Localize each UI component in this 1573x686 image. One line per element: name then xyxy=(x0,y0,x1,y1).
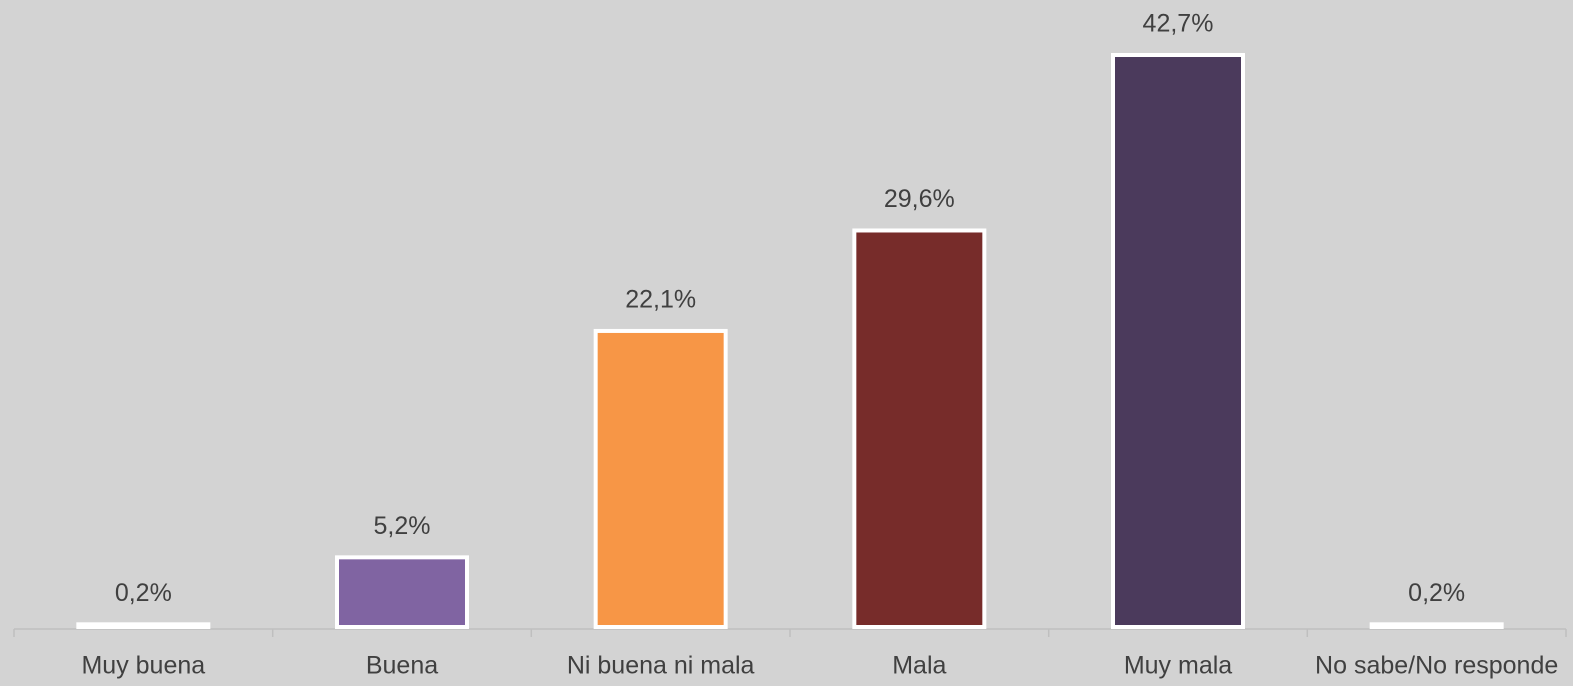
bar xyxy=(593,328,728,629)
bar xyxy=(335,555,469,629)
x-tick-label: Muy mala xyxy=(1124,652,1232,680)
x-tick-label: Muy buena xyxy=(81,652,205,680)
data-label: 29,6% xyxy=(884,185,955,213)
x-tick-label: Ni buena ni mala xyxy=(567,652,755,680)
bar xyxy=(852,228,987,629)
x-tick-label: Buena xyxy=(366,652,438,680)
x-tick-label: No sabe/No responde xyxy=(1315,652,1558,680)
x-tick-label: Mala xyxy=(892,652,946,680)
data-label: 5,2% xyxy=(374,512,431,540)
data-label: 0,2% xyxy=(115,579,172,607)
data-label: 0,2% xyxy=(1408,579,1465,607)
bar xyxy=(1111,53,1245,629)
data-label: 22,1% xyxy=(625,286,696,314)
bar xyxy=(76,622,211,630)
data-label: 42,7% xyxy=(1143,10,1214,38)
bar xyxy=(1369,622,1504,630)
